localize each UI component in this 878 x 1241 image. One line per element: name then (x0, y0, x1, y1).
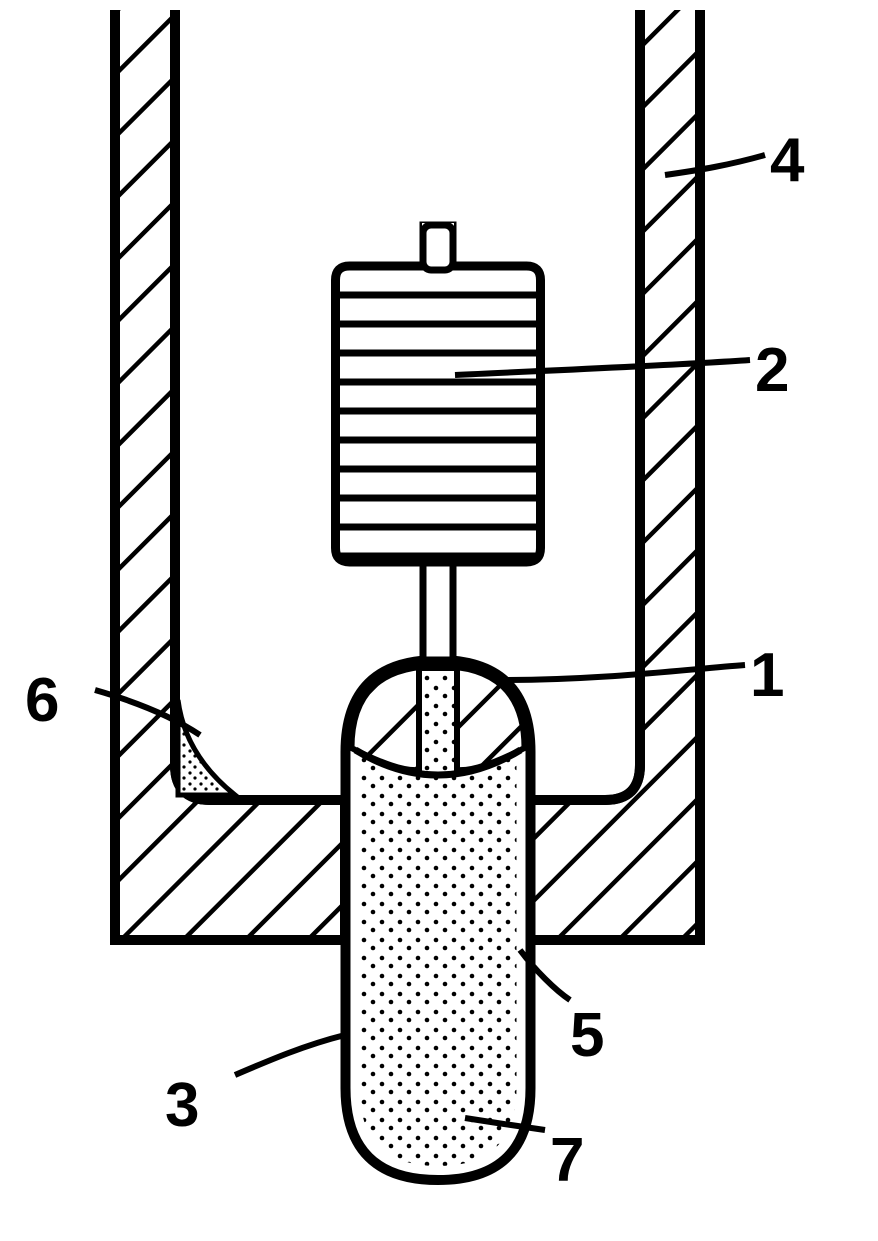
label-6: 6 (25, 665, 59, 736)
label-7: 7 (550, 1125, 584, 1196)
label-2: 2 (755, 335, 789, 406)
shaft-nub (423, 225, 453, 270)
label-4: 4 (770, 125, 804, 196)
fillet-region (178, 700, 235, 795)
label-5: 5 (570, 1000, 604, 1071)
label-3: 3 (165, 1070, 199, 1141)
label-1: 1 (750, 640, 784, 711)
leader-line-1 (505, 665, 745, 680)
leader-line-3 (235, 1035, 345, 1075)
